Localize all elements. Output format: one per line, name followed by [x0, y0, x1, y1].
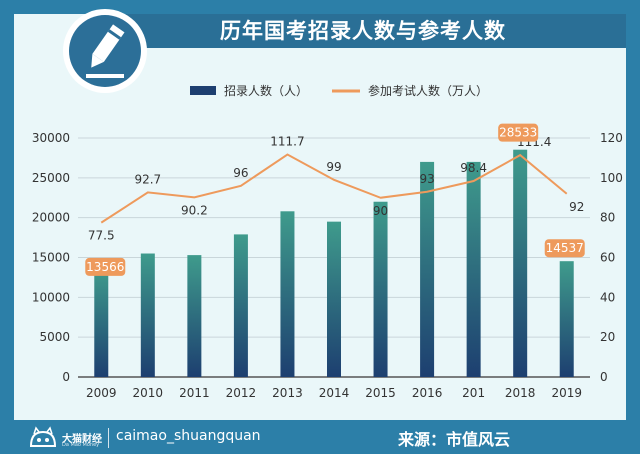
- right-axis-tick-label: 120: [600, 131, 623, 145]
- bar: [513, 149, 528, 377]
- bar: [187, 255, 202, 377]
- bar: [559, 261, 574, 377]
- right-axis-tick-label: 100: [600, 171, 623, 185]
- left-axis-tick-label: 25000: [32, 171, 70, 185]
- right-axis-tick-label: 0: [600, 370, 608, 384]
- left-axis-tick-label: 10000: [32, 290, 70, 304]
- line-data-label: 99: [326, 160, 341, 174]
- x-axis-tick-label: 2015: [365, 386, 396, 400]
- footer-divider: [108, 428, 109, 448]
- cat-logo-icon: [29, 426, 57, 447]
- x-axis-tick-label: 2010: [133, 386, 164, 400]
- bar: [94, 268, 109, 377]
- legend-line-label: 参加考试人数（万人）: [368, 83, 488, 98]
- bar: [140, 253, 155, 377]
- right-axis-tick-label: 40: [600, 290, 615, 304]
- bar-data-label: 14537: [546, 241, 584, 255]
- left-axis-tick-label: 30000: [32, 131, 70, 145]
- x-axis-tick-label: 2011: [179, 386, 210, 400]
- x-axis-tick-label: 2018: [505, 386, 536, 400]
- series-line: [100, 153, 568, 224]
- bar: [327, 221, 341, 377]
- source-note: 来源：市值风云: [398, 430, 511, 449]
- left-axis-tick-label: 20000: [32, 211, 70, 225]
- left-axis-tick-label: 5000: [39, 330, 70, 344]
- bar: [466, 161, 481, 377]
- line-data-label: 90: [373, 204, 388, 218]
- legend-bar-label: 招录人数（人）: [224, 83, 308, 98]
- legend-bar-swatch: [190, 86, 216, 95]
- line-data-label: 93: [419, 172, 434, 186]
- x-axis-tick-label: 2013: [272, 386, 303, 400]
- line-data-label: 98.4: [460, 161, 487, 175]
- x-axis-tick-label: 2012: [226, 386, 257, 400]
- bar-data-label: 28533: [499, 126, 537, 140]
- line-data-label: 111.7: [270, 135, 304, 149]
- left-axis-tick-label: 0: [62, 370, 70, 384]
- line-data-label: 77.5: [88, 229, 115, 243]
- right-axis-tick-label: 60: [600, 251, 615, 265]
- brand-name: 大猫财经: [62, 434, 102, 445]
- x-axis-tick-label: 2016: [412, 386, 443, 400]
- bar: [420, 161, 435, 377]
- bar: [280, 211, 295, 377]
- bar-data-label: 13566: [86, 260, 124, 274]
- bar-value-badge: [544, 239, 585, 258]
- account-handle: caimao_shuangquan: [116, 428, 261, 444]
- left-axis-tick-label: 15000: [32, 251, 70, 265]
- line-data-label: 92: [569, 200, 584, 214]
- brand-name-en: Da Mao Money: [62, 442, 100, 448]
- line-data-label: 96: [233, 166, 248, 180]
- bar: [373, 201, 388, 377]
- bar-value-badge: [85, 257, 126, 276]
- legend: 招录人数（人） 参加考试人数（万人）: [190, 83, 488, 98]
- chart-title: 历年国考招录人数与参考人数: [220, 19, 506, 43]
- title-bar: [100, 14, 626, 48]
- right-axis-tick-label: 20: [600, 330, 615, 344]
- bar: [233, 234, 248, 377]
- bar-value-badge: [498, 123, 539, 142]
- x-axis-tick-label: 2014: [319, 386, 350, 400]
- x-axis-tick-label: 2019: [551, 386, 582, 400]
- right-axis-tick-label: 80: [600, 211, 615, 225]
- line-data-label: 90.2: [181, 203, 208, 217]
- pencil-logo-icon: [63, 9, 147, 93]
- x-axis-tick-label: 201: [462, 386, 485, 400]
- x-axis-tick-label: 2009: [86, 386, 117, 400]
- line-data-label: 92.7: [134, 172, 161, 186]
